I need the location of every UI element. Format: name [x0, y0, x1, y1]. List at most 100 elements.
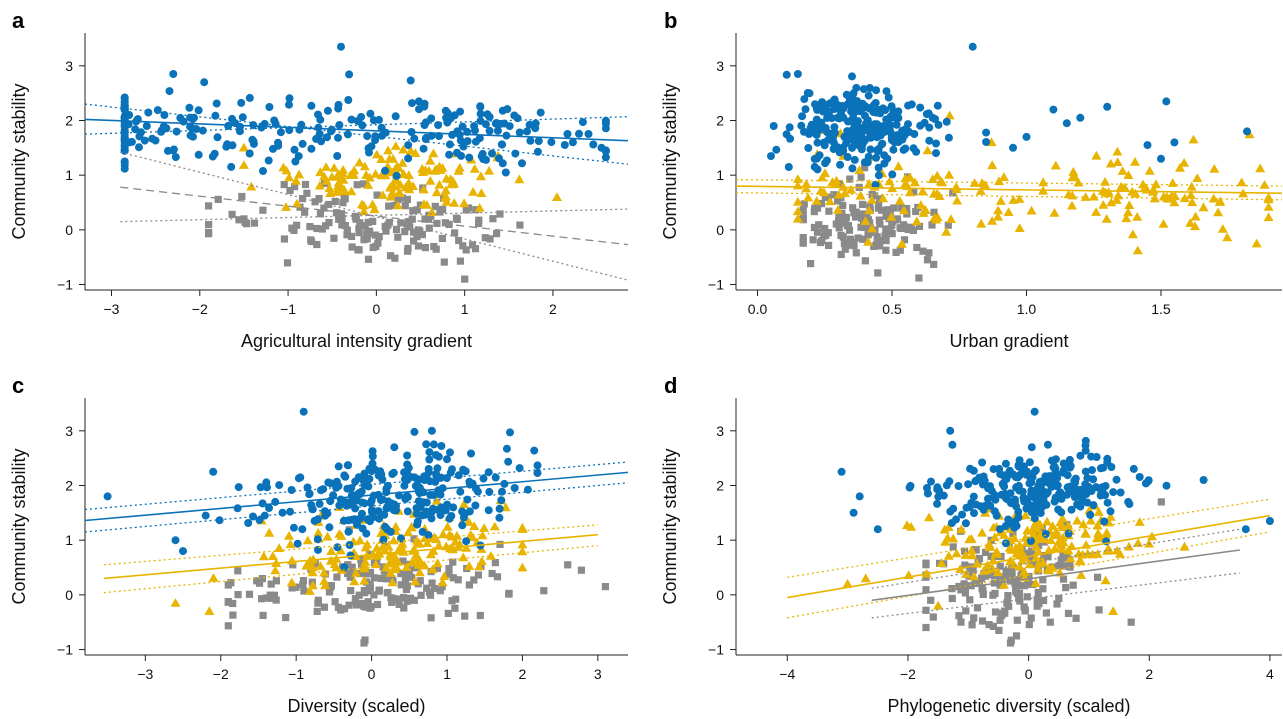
point-yellow-triangle [894, 196, 905, 205]
point-yellow-triangle [1113, 190, 1124, 200]
point-grey-square [375, 233, 383, 241]
point-blue-circle [864, 152, 873, 161]
point-blue-circle [1027, 478, 1036, 487]
point-grey-square [402, 569, 410, 577]
point-grey-square [1020, 603, 1028, 611]
point-yellow-triangle [431, 187, 442, 197]
point-grey-square [361, 589, 369, 597]
point-blue-circle [337, 42, 345, 51]
point-yellow-triangle [258, 551, 269, 561]
point-grey-square [925, 249, 933, 257]
point-grey-square [300, 587, 308, 595]
point-yellow-triangle [1014, 561, 1025, 571]
point-yellow-triangle [867, 223, 877, 233]
point-yellow-triangle [1188, 134, 1199, 144]
point-yellow-triangle [998, 580, 1009, 589]
point-grey-square [272, 577, 280, 585]
point-yellow-triangle [832, 205, 843, 214]
point-grey-square [205, 221, 213, 229]
point-grey-square [401, 202, 409, 210]
point-blue-circle [443, 455, 451, 464]
point-blue-circle [317, 486, 325, 495]
point-grey-square [966, 596, 974, 604]
point-blue-circle [228, 114, 236, 123]
point-blue-circle [1125, 500, 1134, 508]
point-grey-square [1008, 570, 1016, 578]
point-blue-circle [784, 163, 793, 171]
point-yellow-triangle [238, 160, 249, 169]
point-blue-circle [839, 146, 848, 155]
point-yellow-triangle [927, 174, 938, 183]
point-blue-circle [513, 114, 522, 123]
point-yellow-triangle [993, 211, 1003, 221]
point-grey-square [841, 245, 849, 253]
point-yellow-triangle [1057, 522, 1068, 532]
point-grey-square [445, 570, 453, 578]
point-yellow-triangle [982, 560, 993, 570]
point-blue-circle [1129, 464, 1138, 473]
point-blue-circle [437, 473, 446, 482]
point-yellow-triangle [898, 205, 909, 215]
point-yellow-triangle [1098, 200, 1109, 209]
y-tick-label: 0 [65, 222, 73, 238]
point-blue-circle [456, 487, 465, 496]
point-blue-circle [307, 101, 316, 110]
point-yellow-triangle [1213, 207, 1224, 217]
point-blue-circle [425, 455, 434, 464]
point-blue-circle [1070, 476, 1079, 485]
point-blue-circle [847, 107, 856, 116]
point-blue-circle [1014, 507, 1023, 516]
point-yellow-triangle [1151, 179, 1161, 189]
point-grey-square [357, 555, 365, 563]
point-grey-square [371, 231, 379, 239]
point-grey-square [355, 591, 363, 599]
y-tick-label: 0 [716, 222, 724, 238]
point-yellow-triangle [842, 578, 853, 588]
point-blue-circle [1097, 486, 1106, 495]
point-grey-square [850, 242, 858, 250]
point-blue-circle [171, 536, 180, 545]
point-blue-circle [238, 113, 247, 122]
point-grey-square [928, 221, 936, 229]
point-blue-circle [934, 492, 943, 501]
y-tick-label: 0 [716, 587, 724, 603]
point-yellow-triangle [1185, 190, 1196, 199]
point-grey-square [448, 597, 456, 605]
y-tick-label: −1 [708, 277, 724, 293]
point-grey-square [505, 589, 513, 597]
point-yellow-triangle [329, 163, 340, 172]
point-yellow-triangle [792, 213, 803, 223]
point-blue-circle [347, 484, 356, 493]
point-yellow-triangle [437, 163, 448, 172]
point-grey-square [987, 552, 995, 560]
point-grey-square [205, 229, 213, 237]
point-blue-circle [800, 95, 809, 104]
point-blue-circle [502, 444, 511, 453]
point-blue-circle [278, 508, 287, 517]
point-grey-square [444, 609, 452, 617]
point-grey-square [991, 589, 999, 597]
point-blue-circle [932, 139, 940, 148]
point-yellow-triangle [1263, 202, 1274, 211]
point-yellow-triangle [1132, 212, 1143, 221]
point-blue-circle [861, 111, 869, 120]
point-blue-circle [448, 130, 457, 139]
point-blue-circle [518, 159, 526, 168]
point-blue-circle [858, 104, 867, 113]
point-yellow-triangle [517, 522, 528, 532]
point-yellow-triangle [1050, 160, 1061, 170]
point-blue-circle [120, 145, 129, 154]
point-yellow-triangle [1076, 570, 1087, 579]
point-grey-square [401, 575, 409, 583]
point-grey-square [398, 194, 406, 202]
point-yellow-triangle [993, 205, 1004, 215]
point-yellow-triangle [427, 564, 438, 574]
point-yellow-triangle [459, 198, 470, 208]
point-yellow-triangle [989, 532, 1000, 542]
point-grey-square [837, 250, 845, 259]
point-blue-circle [882, 87, 891, 96]
point-grey-square [1025, 572, 1033, 581]
point-blue-circle [1038, 502, 1047, 511]
point-grey-square [455, 236, 463, 245]
y-axis-title: Community stability [9, 83, 29, 239]
